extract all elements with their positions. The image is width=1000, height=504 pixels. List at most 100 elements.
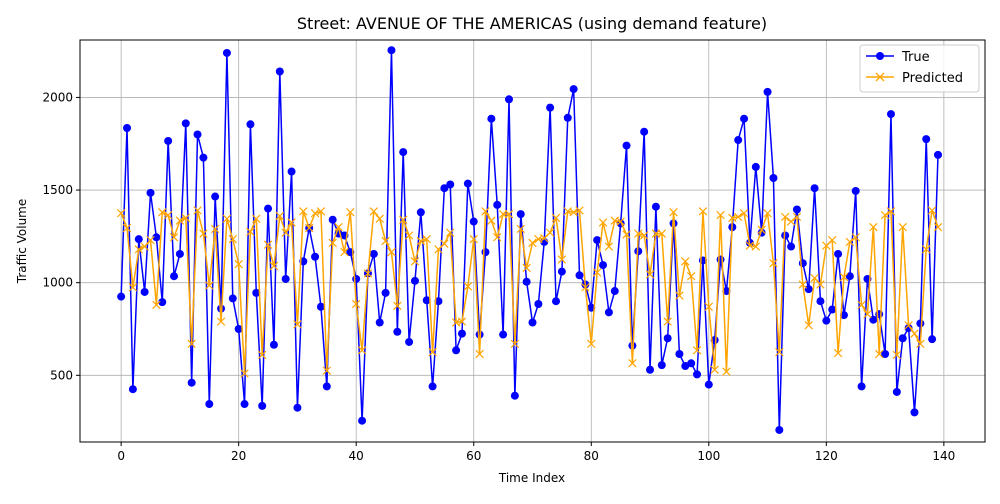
data-point-predicted [175, 216, 185, 225]
data-point-true [375, 318, 384, 327]
data-point-predicted [210, 224, 220, 234]
data-point-true [740, 114, 749, 123]
data-point-predicted [475, 349, 484, 359]
data-point-true [205, 400, 214, 409]
data-point-predicted [757, 225, 766, 235]
data-point-true [781, 231, 790, 240]
data-point-true [810, 184, 819, 193]
data-point-predicted [416, 236, 426, 246]
data-point-true [428, 382, 437, 391]
data-point-predicted [263, 240, 273, 249]
legend-true-marker [876, 52, 884, 60]
data-point-true [181, 119, 190, 128]
plot-frame [79, 39, 986, 443]
data-point-predicted [575, 206, 584, 215]
data-point-predicted [904, 321, 913, 330]
data-point-predicted [199, 229, 208, 238]
data-point-true [593, 236, 602, 245]
data-point-predicted [780, 212, 790, 222]
data-point-predicted [739, 208, 749, 218]
data-point-true [933, 150, 942, 159]
data-point-predicted [481, 207, 490, 216]
data-point-predicted [851, 233, 860, 242]
data-point-true [575, 271, 584, 280]
data-point-predicted [381, 236, 390, 246]
data-point-predicted [463, 282, 473, 291]
data-point-true [534, 299, 543, 308]
data-point-predicted [692, 346, 702, 355]
data-point-predicted [116, 208, 126, 218]
data-point-predicted [428, 347, 437, 357]
data-point-predicted [152, 300, 161, 310]
data-point-true [381, 288, 390, 297]
x-tick-label: 20 [231, 449, 246, 463]
data-point-true [222, 48, 231, 57]
data-point-true [463, 179, 472, 188]
data-point-predicted [322, 366, 332, 375]
data-point-predicted [639, 231, 649, 240]
data-point-true [839, 311, 848, 320]
data-point-true [311, 252, 320, 261]
data-point-true [193, 130, 202, 139]
data-point-true [440, 184, 449, 193]
data-point-predicted [398, 215, 408, 224]
data-point-true [522, 277, 531, 286]
data-point-true [704, 380, 713, 389]
data-point-true [675, 350, 684, 358]
data-point-true [804, 285, 813, 294]
data-point-predicted [569, 208, 578, 217]
data-point-true [258, 401, 267, 410]
x-tick-label: 0 [117, 449, 125, 463]
data-point-predicted [351, 299, 361, 309]
data-point-true [187, 378, 196, 387]
data-point-predicted [910, 329, 919, 338]
data-point-predicted [874, 349, 884, 359]
data-point-predicted [316, 207, 326, 216]
axis-ticks: 0 20 40 60 80 100 120 140 500 1000 1500 2000 [42, 90, 955, 463]
data-point-predicted [216, 317, 226, 326]
data-point-true [687, 359, 696, 368]
y-axis-label: Traffic Volume [15, 199, 29, 285]
data-point-true [663, 334, 672, 343]
data-point-true [128, 385, 137, 394]
data-point-predicted [704, 302, 714, 311]
data-point-true [898, 334, 907, 343]
data-point-predicted [880, 210, 890, 220]
data-point-predicted [675, 291, 684, 300]
data-point-true [281, 274, 290, 283]
data-point-predicted [334, 222, 343, 232]
data-point-true [769, 174, 778, 183]
data-point-true [293, 403, 302, 412]
data-point-true [546, 103, 555, 112]
data-point-predicted [269, 261, 279, 271]
data-point-predicted [827, 235, 837, 245]
data-point-predicted [763, 208, 772, 218]
data-point-true [787, 242, 796, 251]
data-point-true [117, 292, 126, 301]
data-point-predicted [457, 317, 467, 326]
data-point-true [734, 136, 743, 145]
data-point-true [123, 124, 132, 132]
data-point-true [851, 186, 860, 195]
data-point-predicted [845, 237, 855, 247]
data-point-predicted [804, 321, 813, 330]
data-point-true [457, 329, 466, 338]
data-point-true [845, 272, 854, 281]
data-point-predicted [592, 268, 602, 277]
data-point-predicted [645, 270, 655, 279]
data-point-predicted [181, 213, 191, 223]
data-point-true [881, 350, 890, 358]
data-point-predicted [504, 209, 514, 219]
data-point-predicted [410, 257, 420, 266]
data-point-predicted [493, 233, 502, 242]
data-point-predicted [716, 210, 725, 220]
data-point-true [828, 305, 837, 314]
data-point-predicted [587, 339, 596, 349]
x-tick-label: 40 [349, 449, 364, 463]
data-point-true [228, 294, 237, 303]
data-point-predicted [346, 208, 355, 217]
data-point-predicted [816, 280, 825, 289]
data-point-predicted [446, 228, 455, 237]
data-point-true [152, 233, 161, 242]
data-point-true [264, 204, 273, 213]
